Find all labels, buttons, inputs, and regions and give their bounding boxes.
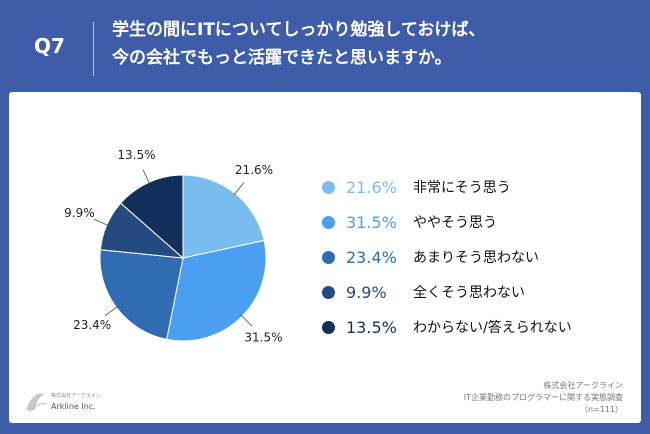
footer-company: 株式会社アークライン [543,381,623,390]
leader-line [142,169,151,185]
header: Q7 学生の間にITについてしっかり勉強しておけば、 今の会社でもっと活躍できた… [0,0,650,90]
legend-label: わからない/答えられない [413,320,572,336]
leader-line [233,182,245,196]
legend-dot-icon [322,320,335,334]
legend-label: 非常にそう思う [413,180,511,196]
leader-line [240,314,253,327]
leader-line [93,218,109,227]
data-label-not-at-all: 9.9% [64,206,95,220]
legend-dot-icon [322,215,335,229]
legend-item-not-really: 23.4% あまりそう思わない [322,247,539,267]
legend-item-very-much: 21.6% 非常にそう思う [322,177,511,197]
question-line-1: 学生の間にITについてしっかり勉強しておけば、 [112,20,486,40]
company-logo: 株式会社アークライン Arkline Inc. [23,388,113,418]
legend-value: 9.9% [346,282,387,302]
legend-label: 全くそう思わない [413,285,525,301]
data-label-not-really: 23.4% [73,318,111,332]
legend-dot-icon [322,180,335,194]
legend-item-not-at-all: 9.9% 全くそう思わない [322,282,525,302]
logo-name: Arkline Inc. [51,402,96,411]
legend-item-dont-know: 13.5% わからない/答えられない [322,317,572,337]
legend-label: ややそう思う [413,215,497,231]
leader-line [104,305,119,317]
pie-chart: 21.6% 31.5% 23.4% 9.9% 13.5% [64,148,282,344]
data-label-dont-know: 13.5% [117,148,155,162]
question-line-2: 今の会社でもっと活躍できたと思いますか。 [112,48,452,68]
legend-dot-icon [322,250,335,264]
footer-sample-size: （n=111） [579,405,623,414]
footer-survey: IT企業勤務のプログラマーに関する実態調査 [463,393,623,402]
legend-value: 21.6% [346,177,397,197]
arkline-logo-icon [26,393,48,413]
chart-card: 21.6% 31.5% 23.4% 9.9% 13.5% 21.6% 非常にそう思う 3… [9,92,641,423]
data-label-very-much: 21.6% [235,163,273,177]
question-text: 学生の間にITについてしっかり勉強しておけば、 今の会社でもっと活躍できたと思い… [112,16,632,72]
logo-japanese-name: 株式会社アークライン [51,393,101,399]
legend-value: 31.5% [346,212,397,232]
footer-credit: 株式会社アークライン IT企業勤務のプログラマーに関する実態調査 （n=111） [464,380,623,416]
data-label-somewhat: 31.5% [244,330,282,344]
legend-value: 23.4% [346,247,397,267]
header-divider [93,22,94,76]
question-number: Q7 [34,34,65,58]
legend-value: 13.5% [346,317,397,337]
legend-item-somewhat: 31.5% ややそう思う [322,212,497,232]
legend-dot-icon [322,285,335,299]
legend-label: あまりそう思わない [413,250,539,266]
